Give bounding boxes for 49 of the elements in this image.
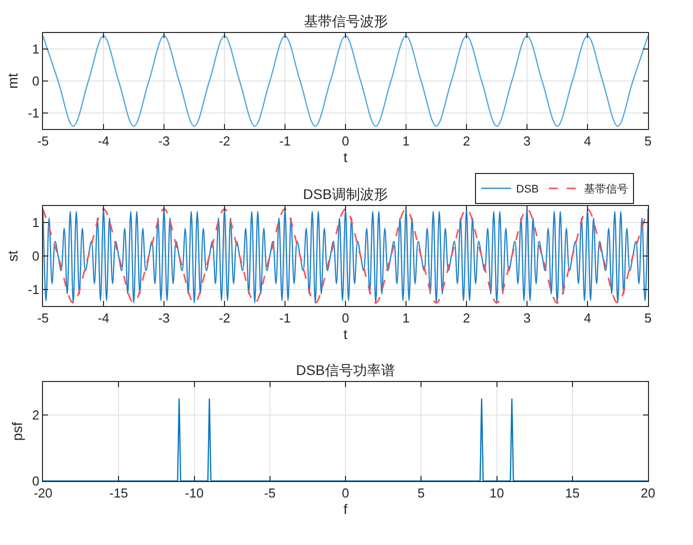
y-tick-label: 1 [32, 215, 40, 230]
x-tick-label: -5 [264, 486, 276, 501]
y-tick-label: 2 [32, 408, 40, 423]
y-tick-label: 0 [32, 248, 40, 264]
x-tick-label: -4 [98, 310, 110, 326]
x-tick-label: 3 [523, 310, 531, 326]
x-tick-label: -4 [98, 134, 110, 149]
x-tick-label: 0 [342, 486, 350, 501]
x-tick-label: 0 [342, 310, 350, 326]
x-tick-label: -5 [37, 134, 49, 149]
x-tick-label: 4 [584, 134, 592, 149]
y-tick-label: 0 [32, 74, 40, 89]
x-tick-label: 15 [565, 486, 580, 501]
x-tick-label: 4 [584, 310, 592, 326]
x-tick-label: 5 [644, 134, 652, 149]
x-tick-label: 5 [418, 486, 425, 501]
x-tick-label: 2 [462, 134, 470, 149]
x-axis-title: t [344, 326, 348, 342]
x-tick-label: -5 [37, 310, 49, 326]
y-tick-label: -1 [28, 106, 40, 121]
x-tick-label: 1 [402, 134, 410, 149]
y-axis-title: st [4, 250, 20, 262]
chart-title: DSB调制波形 [303, 186, 388, 202]
legend-label: 基带信号 [584, 182, 628, 196]
legend-label: DSB [516, 184, 539, 196]
x-tick-label: -2 [218, 310, 230, 326]
chart-title: DSB信号功率谱 [296, 362, 395, 378]
chart-title: 基带信号波形 [304, 13, 388, 29]
x-tick-label: 2 [462, 310, 470, 326]
x-tick-label: -1 [279, 134, 291, 149]
x-tick-label: -3 [158, 310, 170, 326]
y-tick-label: 1 [32, 42, 40, 57]
x-tick-label: 20 [640, 486, 656, 501]
x-tick-label: -10 [184, 486, 204, 501]
x-tick-label: 1 [402, 310, 410, 326]
x-axis-title: f [344, 500, 348, 517]
x-tick-label: 3 [523, 134, 531, 149]
x-axis-title: t [344, 148, 348, 165]
x-tick-label: 10 [490, 486, 504, 501]
x-tick-label: 5 [644, 310, 652, 326]
x-tick-label: -15 [109, 486, 128, 501]
y-axis-title: mt [4, 73, 20, 89]
x-tick-label: 0 [342, 134, 350, 149]
x-tick-label: -2 [218, 134, 230, 149]
y-axis-title: psf [8, 422, 25, 441]
line-series [43, 208, 648, 304]
x-tick-label: -1 [279, 310, 291, 326]
x-tick-label: -3 [158, 134, 170, 149]
y-tick-label: -1 [28, 282, 40, 297]
